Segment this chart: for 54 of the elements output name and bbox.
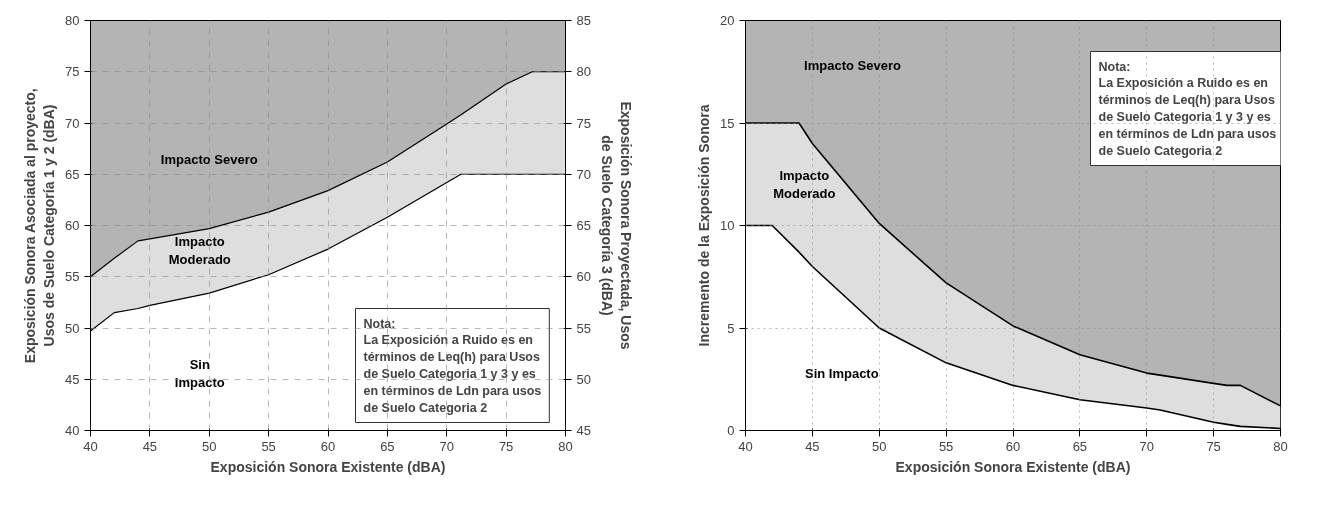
y-tick-label: 40 <box>65 423 80 438</box>
y2-tick-label: 65 <box>576 218 591 233</box>
y-tick-label: 45 <box>65 371 80 387</box>
x-tick-label: 45 <box>142 438 158 454</box>
y-tick-label: 70 <box>65 115 80 131</box>
y-tick-label: 0 <box>727 423 735 438</box>
y2-tick-label: 45 <box>576 423 591 438</box>
x-tick-label: 70 <box>439 438 454 454</box>
x-tick-label: 45 <box>805 438 820 454</box>
annotation: Impacto Severo <box>804 58 901 74</box>
x-tick-label: 40 <box>83 438 98 454</box>
x-tick-label: 80 <box>1273 438 1288 454</box>
annotation: Impacto Moderado <box>773 168 836 201</box>
annotation: Nota: La Exposición a Ruido es en términos de Leq(h) para Usos de Suelo Categoria 1 y 3 y es en términos de Ldn para usos de Suelo Categoria 2 <box>363 316 542 415</box>
y2-tick-label: 70 <box>576 166 591 182</box>
annotation: Nota: La Exposición a Ruido es en términos de Leq(h) para Usos de Suelo Categoria 1 y 3 y es en términos de Ldn para usos de Suelo Categoria 2 <box>1098 59 1277 158</box>
y-tick-label: 80 <box>65 13 80 28</box>
y-tick-label: 65 <box>65 166 80 182</box>
x-tick-label: 75 <box>498 438 514 454</box>
y-tick-label: 10 <box>720 218 735 233</box>
y-tick-label: 20 <box>720 13 735 28</box>
x-tick-label: 65 <box>1072 438 1088 454</box>
y2-tick-label: 50 <box>576 371 591 387</box>
x-tick-label: 75 <box>1206 438 1221 454</box>
annotation: Impacto Moderado <box>168 233 231 267</box>
y2-tick-label: 55 <box>576 320 591 336</box>
y-tick-label: 50 <box>65 320 80 336</box>
y2-tick-label: 85 <box>576 13 591 28</box>
x-tick-label: 40 <box>738 438 753 454</box>
annotation: Impacto Severo <box>160 152 258 168</box>
y-tick-label: 60 <box>65 218 80 233</box>
y-tick-label: 55 <box>65 269 80 285</box>
x-tick-label: 50 <box>202 438 217 454</box>
y-tick-label: 15 <box>720 115 735 131</box>
x-axis-title: Exposición Sonora Existente (dBA) <box>210 458 446 475</box>
y2-tick-label: 75 <box>576 115 591 131</box>
x-tick-label: 60 <box>1005 438 1021 454</box>
y2-axis-title: Exposición Sonora Proyectada, Usos de Suelo Categoría 3 (dBA) <box>598 101 635 350</box>
x-tick-label: 50 <box>872 438 887 454</box>
y-tick-label: 75 <box>65 64 80 80</box>
annotation: Sin Impacto <box>174 356 225 390</box>
y2-tick-label: 60 <box>576 269 591 285</box>
x-tick-label: 65 <box>380 438 395 454</box>
annotation: Sin Impacto <box>804 365 879 381</box>
x-tick-label: 55 <box>261 438 276 454</box>
y2-tick-label: 80 <box>576 64 591 80</box>
x-tick-label: 70 <box>1139 438 1154 454</box>
x-tick-label: 60 <box>320 438 336 454</box>
x-tick-label: 55 <box>938 438 954 454</box>
y-axis-title: Incremento de la Exposición Sonora <box>696 104 713 347</box>
y-tick-label: 5 <box>727 320 735 336</box>
x-axis-title: Exposición Sonora Existente (dBA) <box>895 458 1131 475</box>
x-tick-label: 80 <box>558 438 573 454</box>
y-axis-title: Exposición Sonora Asociada al proyecto, Usos de Suelo Categoría 1 y 2 (dBA) <box>21 88 58 364</box>
